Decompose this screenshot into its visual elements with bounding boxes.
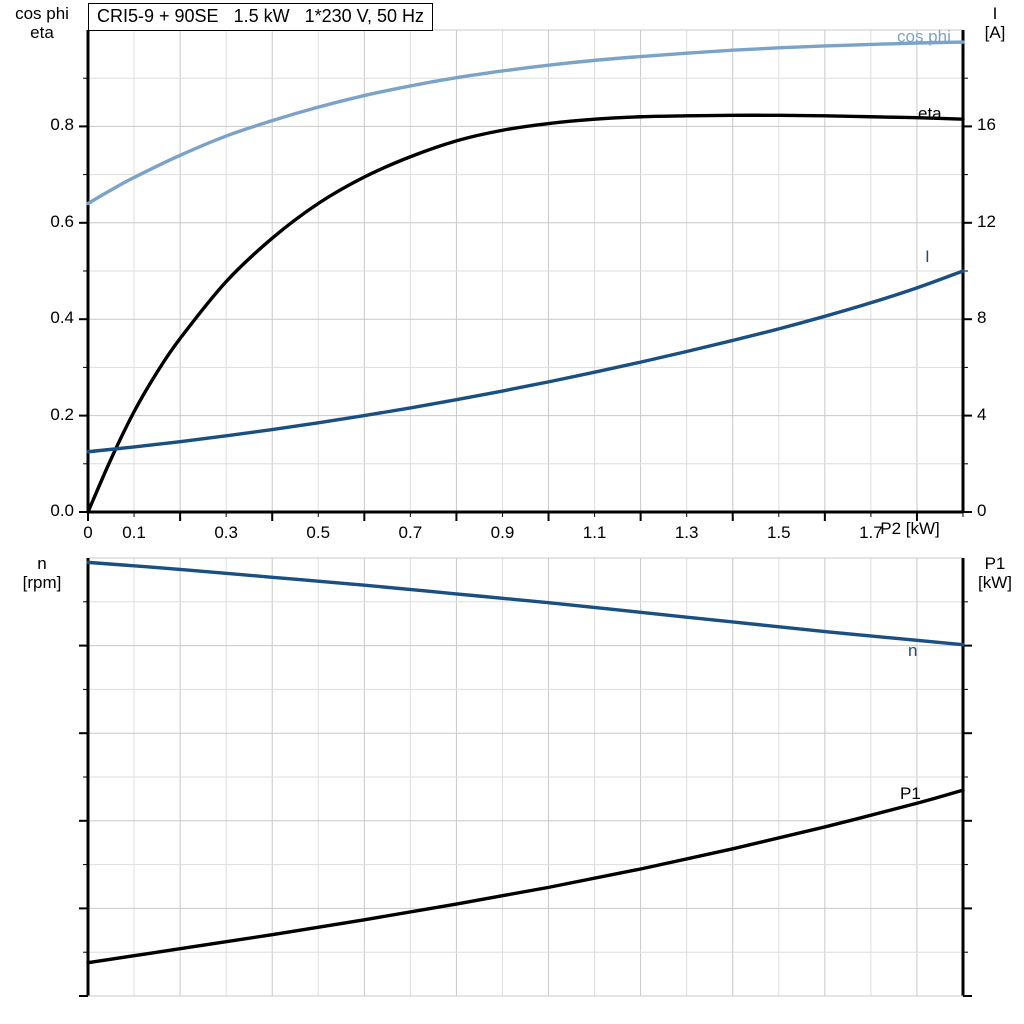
- x-tick-label-0: 0: [83, 523, 93, 542]
- chart-title: CRI5-9 + 90SE 1.5 kW 1*230 V, 50 Hz: [88, 3, 434, 31]
- left-tick-label-0.6: 0.6: [50, 211, 74, 231]
- curve-i: [86, 269, 965, 454]
- top-right-axis-title-line-1: [A]: [984, 23, 1006, 43]
- x-tick-label-0.7: 0.7: [398, 523, 423, 542]
- right-tick-label-12: 12: [977, 211, 996, 231]
- bottom-left-axis-title: n [rpm]: [2, 554, 82, 592]
- left-tick-label-0.4: 0.4: [50, 308, 74, 328]
- bottom-left-axis-title-line-1: [rpm]: [22, 573, 62, 593]
- x-tick-label-0.9: 0.9: [490, 523, 515, 542]
- x-tick-label-1.3: 1.3: [674, 523, 699, 542]
- top-x-axis-title: P2 [kW]: [880, 519, 940, 538]
- right-tick-label-0: 0: [977, 501, 987, 520]
- curve-label-speed: n: [908, 641, 918, 660]
- top-right-axis-title-line-0: I: [992, 4, 998, 23]
- right-tick-label-8: 8: [977, 308, 987, 328]
- curve-p1: [86, 788, 965, 965]
- bottom-right-axis-title-line-0: P1: [984, 554, 1006, 573]
- curve-label-current: I: [925, 247, 930, 266]
- left-tick-label-0.8: 0.8: [50, 115, 74, 135]
- bottom-right-axis-title: P1 [kW]: [968, 554, 1022, 592]
- curve-label-power-p1: P1: [900, 784, 921, 803]
- x-tick-label-0.5: 0.5: [306, 523, 331, 542]
- bottom-chart-plot: [79, 557, 972, 997]
- x-tick-label-1.7: 1.7: [859, 523, 883, 542]
- bottom-chart-panel: n[rpm] P1[kW] n P1 200022002400260028000…: [0, 546, 1024, 1024]
- curve-label-cos-phi: cos phi: [897, 27, 951, 46]
- curve-label-eta: eta: [918, 104, 942, 123]
- top-right-axis-title: I [A]: [968, 4, 1022, 42]
- x-tick-label-0.3: 0.3: [214, 523, 238, 542]
- right-tick-label-4: 4: [977, 404, 987, 424]
- bottom-left-axis-title-line-0: n: [37, 554, 47, 573]
- top-left-axis-title: cos phi eta: [2, 4, 82, 42]
- x-tick-label-1.1: 1.1: [582, 523, 607, 542]
- top-chart-plot: [79, 29, 972, 521]
- curve-cos-phi: [86, 40, 965, 206]
- bottom-right-axis-title-line-1: [kW]: [978, 573, 1012, 593]
- left-tick-label-0.0: 0.0: [50, 501, 74, 520]
- top-left-axis-title-line-1: eta: [30, 23, 54, 43]
- left-tick-label-0.2: 0.2: [50, 404, 74, 424]
- curve-eta: [86, 113, 965, 514]
- top-chart-panel: CRI5-9 + 90SE 1.5 kW 1*230 V, 50 Hz cos …: [2, 3, 1022, 542]
- right-tick-label-16: 16: [977, 115, 996, 135]
- curve-n: [86, 560, 965, 647]
- x-tick-label-0.1: 0.1: [122, 523, 146, 542]
- x-tick-label-1.5: 1.5: [766, 523, 791, 542]
- top-left-axis-title-line-0: cos phi: [15, 4, 69, 23]
